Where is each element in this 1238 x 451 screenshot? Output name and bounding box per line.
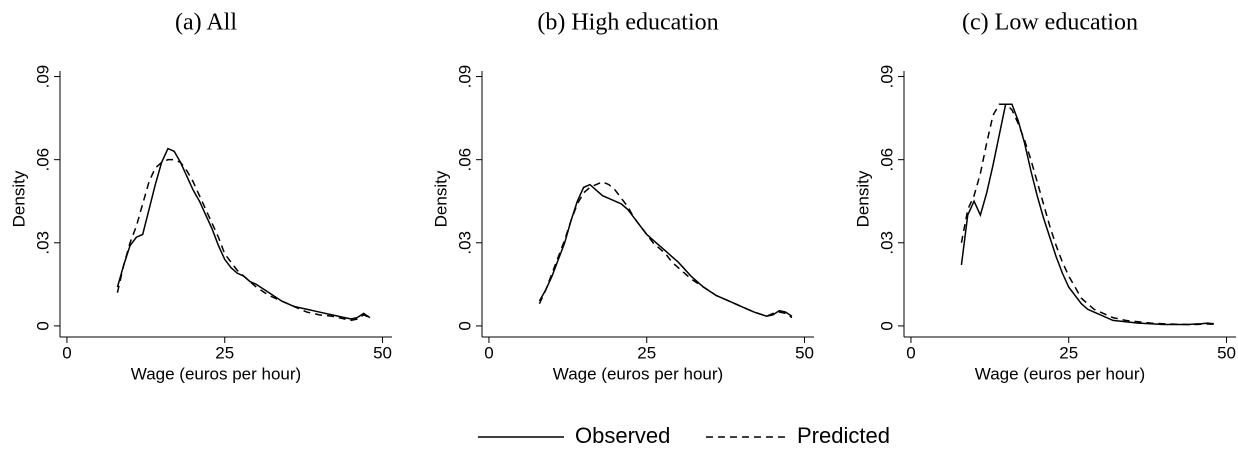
x-tick-label: 0 [906, 343, 915, 362]
y-tick-label: 0 [455, 321, 474, 330]
legend-label: Observed [575, 423, 670, 448]
y-tick-label: .03 [33, 231, 52, 255]
x-axis-label: Wage (euros per hour) [553, 364, 723, 383]
series-line [960, 103, 1214, 326]
series-line [116, 158, 371, 322]
legend-label: Predicted [797, 423, 890, 448]
y-tick-label: .06 [877, 148, 896, 172]
y-tick-label: 0 [33, 321, 52, 330]
x-tick-label: 50 [795, 343, 814, 362]
y-tick-label: .06 [33, 148, 52, 172]
y-tick-label: .09 [33, 65, 52, 89]
y-tick-label: .09 [455, 65, 474, 89]
y-tick-label: .03 [455, 231, 474, 255]
x-tick-label: 50 [1217, 343, 1236, 362]
x-axis-label: Wage (euros per hour) [131, 364, 301, 383]
x-tick-label: 25 [1059, 343, 1078, 362]
x-tick-label: 50 [373, 343, 392, 362]
series-line [538, 183, 793, 317]
panel-title: (b) High education [537, 10, 718, 36]
panel-title: (a) All [175, 10, 237, 36]
y-axis-label: Density [853, 170, 872, 227]
y-axis-label: Density [9, 170, 28, 227]
y-tick-label: .06 [455, 148, 474, 172]
x-tick-label: 25 [637, 343, 656, 362]
y-tick-label: .09 [877, 65, 896, 89]
x-tick-label: 0 [62, 343, 71, 362]
y-axis-label: Density [431, 170, 450, 227]
panel-title: (c) Low education [962, 10, 1138, 36]
series-line [116, 147, 371, 320]
x-axis-label: Wage (euros per hour) [975, 364, 1145, 383]
y-tick-label: 0 [877, 321, 896, 330]
x-tick-label: 25 [215, 343, 234, 362]
series-line [538, 181, 793, 319]
x-tick-label: 0 [484, 343, 493, 362]
y-tick-label: .03 [877, 231, 896, 255]
series-line [960, 103, 1214, 326]
